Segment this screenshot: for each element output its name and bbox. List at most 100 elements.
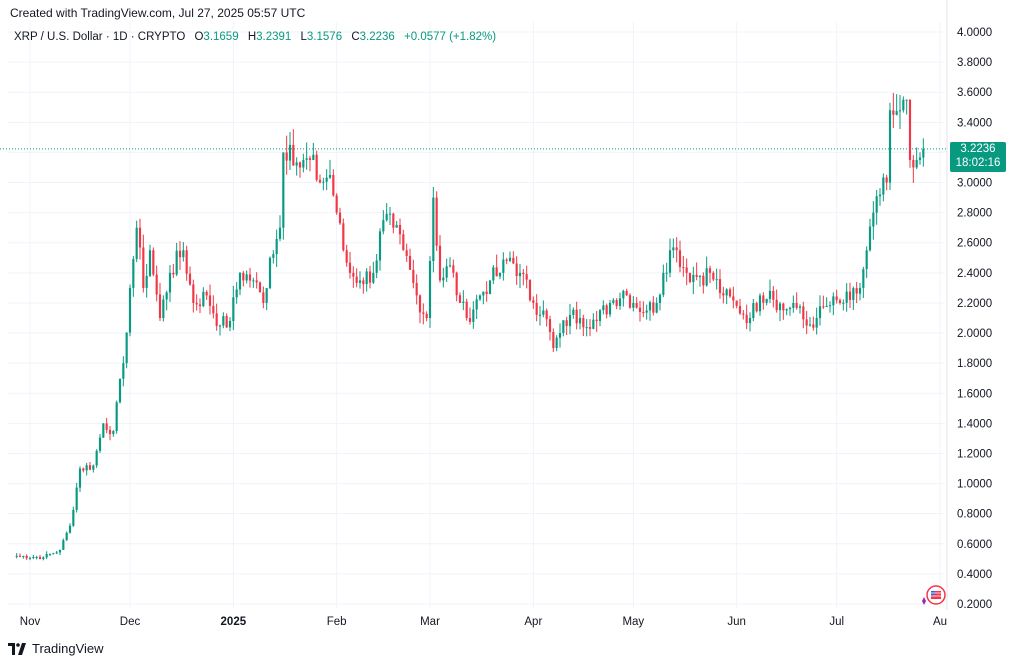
candle-body [208, 295, 212, 306]
candle [418, 294, 422, 324]
candle-body [432, 197, 435, 262]
price-tick-label: 1.6000 [957, 388, 992, 400]
candle [405, 243, 408, 262]
candle-body [692, 274, 695, 283]
candle [22, 555, 25, 559]
candle-body [158, 294, 162, 318]
candle-body [725, 289, 728, 296]
candle-body [32, 557, 35, 559]
candle-body [885, 177, 888, 183]
candle-body [538, 314, 542, 316]
candle-body [335, 195, 338, 213]
candle-body [422, 312, 425, 314]
candle-body [878, 194, 882, 197]
candle-body [768, 290, 772, 299]
flag-icon[interactable] [918, 583, 948, 609]
candle-body [882, 177, 885, 195]
candle [125, 332, 128, 369]
candle [335, 193, 338, 215]
candle [472, 301, 475, 329]
candle-body [295, 162, 298, 166]
candle [452, 259, 455, 278]
candle-body [795, 302, 798, 308]
candle [155, 265, 158, 302]
candle-body [95, 450, 98, 466]
candle [298, 161, 302, 178]
candle [722, 286, 725, 304]
candle [802, 301, 805, 329]
candle-body [188, 273, 192, 285]
candle [445, 258, 448, 282]
price-tick-label: 0.2000 [957, 599, 992, 611]
candle-body [425, 313, 428, 318]
candle-body [135, 227, 138, 260]
candle-body [292, 144, 295, 166]
price-axis[interactable]: 4.00003.80003.60003.40003.20003.00002.80… [957, 27, 992, 611]
candle-body [645, 310, 648, 313]
low-value: 3.1576 [306, 31, 343, 43]
candle [645, 304, 648, 320]
candle-body [872, 212, 875, 227]
candle-body [42, 557, 45, 560]
candle [248, 267, 252, 288]
candle-body [352, 272, 355, 277]
candle [918, 152, 922, 165]
candle-body [298, 162, 302, 168]
candle-body [482, 291, 485, 296]
candle-body [578, 318, 582, 324]
candle-body [258, 282, 262, 293]
candle-body [752, 303, 755, 318]
candle-body [228, 321, 232, 328]
candle-body [185, 250, 188, 274]
candle-body [808, 324, 812, 326]
candle-body [285, 152, 288, 161]
candle-body [212, 305, 215, 314]
candle [908, 99, 912, 168]
candle [738, 298, 742, 315]
candle-body [685, 267, 688, 273]
candle-body [178, 250, 182, 258]
candle-body [62, 540, 65, 550]
high-label: H [247, 31, 257, 43]
candle [858, 282, 862, 301]
candle-body [58, 549, 62, 553]
price-tick-label: 1.0000 [957, 479, 992, 491]
time-tick-label: Mar [420, 616, 440, 628]
tradingview-footer[interactable]: TradingView [8, 641, 104, 656]
price-tick-label: 2.2000 [957, 298, 992, 310]
candle-body [598, 310, 602, 322]
candle [752, 299, 755, 322]
candle [692, 266, 695, 295]
candle [518, 264, 522, 288]
candle-body [428, 261, 432, 318]
candle-body [602, 305, 605, 311]
candle [642, 301, 645, 318]
candle-body [38, 556, 42, 560]
candle [595, 311, 598, 332]
candle [352, 266, 355, 288]
candle [385, 203, 388, 222]
candle-body [415, 282, 418, 296]
candle-body [772, 290, 775, 300]
candle-body [688, 272, 692, 283]
candle-body [765, 298, 768, 303]
candle-body [805, 319, 808, 326]
candle [255, 272, 258, 289]
candle-body [165, 292, 168, 300]
candle [492, 265, 495, 285]
candle [205, 290, 208, 300]
candle-body [435, 197, 438, 246]
time-axis[interactable]: Nov Dec 2025 Feb Mar Apr May Jun Jul Au [20, 616, 947, 628]
symbol-legend[interactable]: XRP / U.S. Dollar · 1D · CRYPTO O3.1659 … [14, 31, 502, 43]
candle-body [68, 525, 72, 533]
candle-body [512, 257, 515, 264]
time-tick-label: Feb [327, 616, 347, 628]
candle [862, 266, 865, 299]
candle [198, 298, 202, 314]
open-value: 3.1659 [203, 31, 239, 43]
candle [565, 316, 568, 336]
candle [415, 274, 418, 305]
candle-body [655, 302, 658, 313]
candle [852, 286, 855, 310]
